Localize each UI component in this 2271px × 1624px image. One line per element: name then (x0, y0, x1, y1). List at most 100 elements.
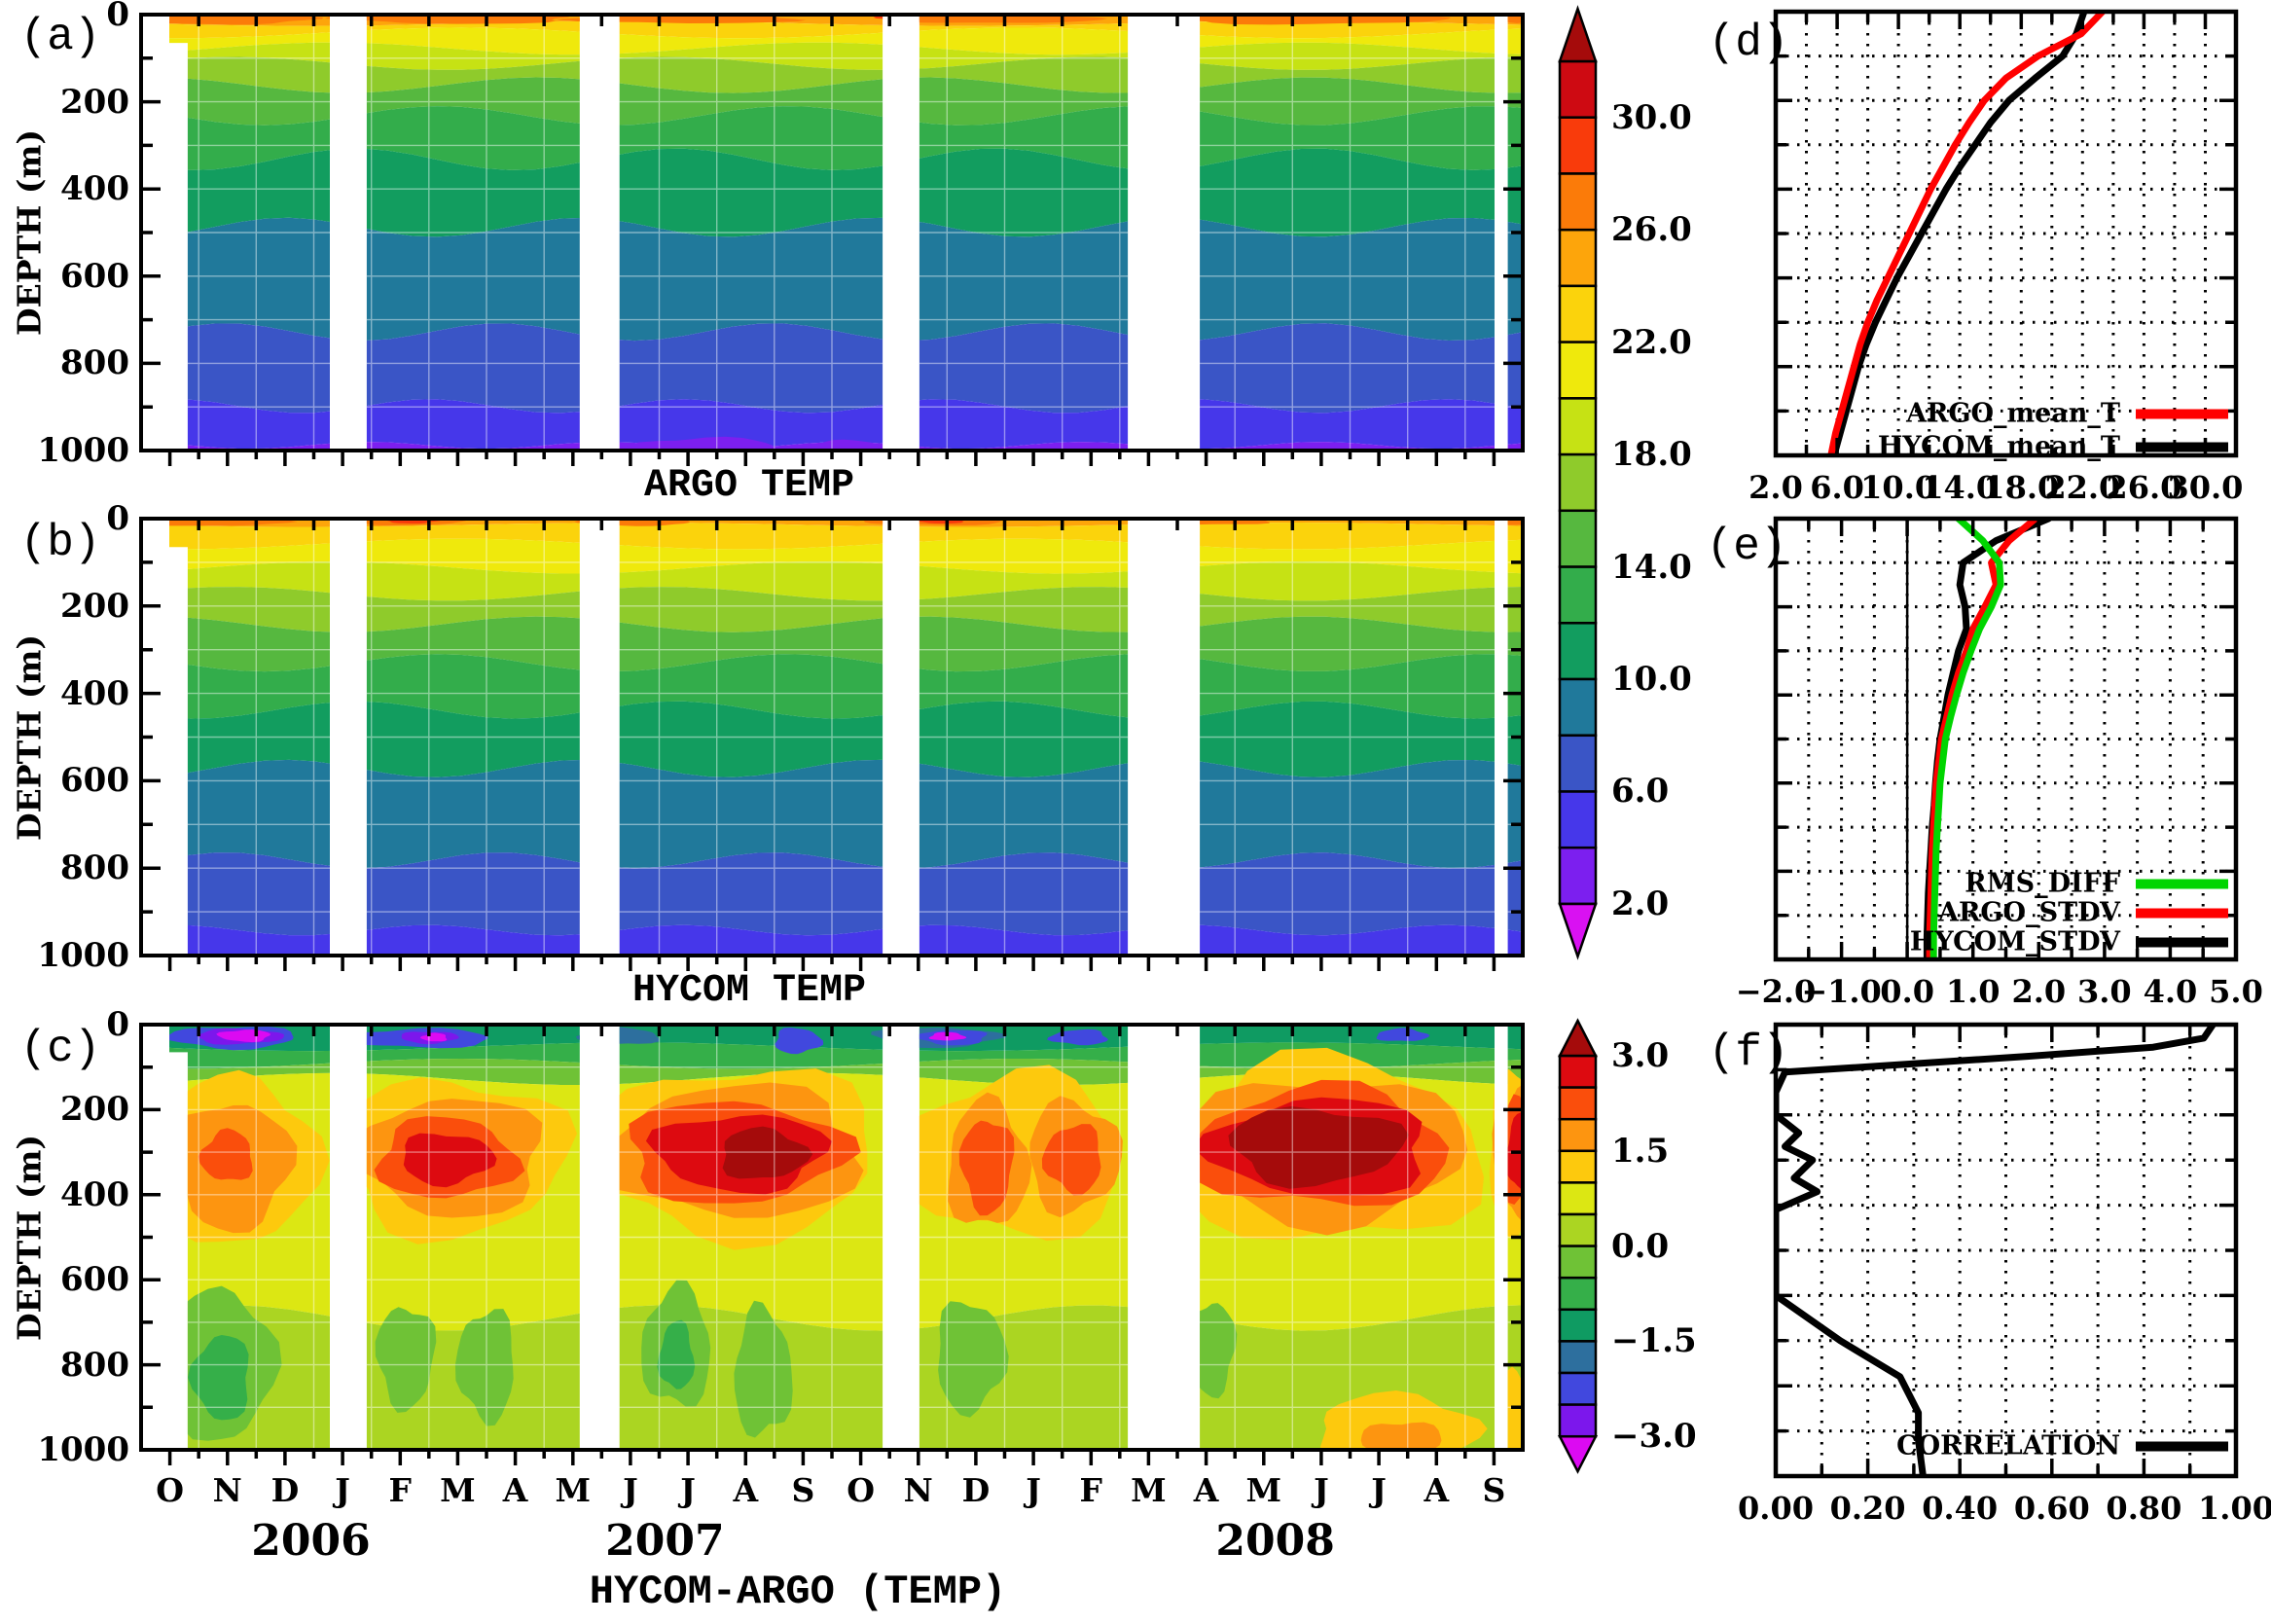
x-tick-label-f: 0.60 (2013, 1490, 2090, 1527)
month-label: O (847, 1471, 875, 1509)
legend-label: ARGO_mean_T (1906, 398, 2120, 429)
x-tick-label-d: 14.0 (1922, 469, 1999, 506)
colorbar-temperature-label: 18.0 (1611, 435, 1692, 475)
legend-line-swatch (2136, 879, 2228, 888)
depth-tick-label-a: 600 (60, 256, 129, 296)
x-tick-label-e: 4.0 (2143, 973, 2198, 1010)
month-label: S (1482, 1471, 1506, 1509)
depth-tick-label-c: 400 (60, 1174, 129, 1214)
legend-label: CORRELATION (1896, 1430, 2120, 1462)
legend-label: HYCOM_mean_T (1877, 431, 2120, 462)
panel-d-grid (1776, 12, 2236, 455)
panel-a-contours (169, 15, 1523, 451)
year-label: 2008 (1215, 1516, 1335, 1566)
depth-tick-label-b: 600 (60, 761, 129, 801)
month-label: M (1131, 1471, 1167, 1509)
x-tick-label-e: 0.0 (1880, 973, 1934, 1010)
x-tick-label-d: 22.0 (2044, 469, 2121, 506)
legend-label: HYCOM_STDV (1909, 926, 2120, 957)
legend-item-hycom-mean-t: HYCOM_mean_T (1878, 432, 2228, 462)
depth-tick-label-c: 600 (60, 1260, 129, 1300)
x-tick-label-e: 3.0 (2077, 973, 2132, 1010)
x-tick-label-d: 30.0 (2167, 469, 2244, 506)
depth-tick-label-b: 0 (106, 499, 129, 538)
depth-tick-label-c: 1000 (37, 1430, 129, 1469)
colorbar-temperature-label: 14.0 (1611, 547, 1692, 587)
depth-tick-label-b: 200 (60, 586, 129, 626)
panel-c-title: HYCOM-ARGO (TEMP) (589, 1569, 1007, 1615)
month-label: M (1245, 1471, 1282, 1509)
year-label: 2007 (605, 1516, 725, 1566)
month-label: J (1371, 1471, 1387, 1509)
month-label: A (733, 1471, 759, 1509)
curve-correlation (1776, 1025, 2217, 1476)
month-label: J (1314, 1471, 1329, 1509)
x-tick-label-d: 18.0 (1983, 469, 2060, 506)
month-label: F (388, 1471, 412, 1509)
colorbar-temperature-label: 6.0 (1611, 772, 1670, 812)
colorbar-temperature-label: 22.0 (1611, 322, 1692, 362)
month-label: A (502, 1471, 528, 1509)
legend-label: ARGO_STDV (1938, 897, 2120, 928)
month-label: J (1026, 1471, 1041, 1509)
legend-label: RMS_DIFF (1965, 868, 2120, 899)
colorbar-temperature (1558, 5, 1598, 960)
x-tick-label-e: −1.0 (1801, 973, 1882, 1010)
colorbar-temperature-label: 26.0 (1611, 210, 1692, 250)
legend-line-swatch (2136, 409, 2228, 418)
depth-tick-label-c: 800 (60, 1345, 129, 1385)
depth-tick-label-c: 0 (106, 1005, 129, 1044)
depth-tick-label-c: 200 (60, 1090, 129, 1130)
panel-f-letter: (f) (1708, 1028, 1789, 1078)
month-label: N (903, 1471, 933, 1509)
month-label: S (791, 1471, 815, 1509)
legend-line-swatch (2136, 442, 2228, 451)
month-label: M (555, 1471, 592, 1509)
legend-line-swatch (2136, 937, 2228, 947)
depth-axis-title-a: DEPTH (m) (10, 129, 49, 336)
colorbar-temperature-arrow-up-icon (1558, 5, 1598, 63)
x-tick-label-e: 2.0 (2011, 973, 2067, 1010)
panel-a-letter: (a) (19, 12, 101, 62)
month-label: D (961, 1471, 991, 1509)
month-label: N (212, 1471, 242, 1509)
panel-a-ticks (141, 15, 1523, 466)
colorbar-temperature-label: 2.0 (1611, 884, 1670, 923)
colorbar-difference-label: −3.0 (1611, 1417, 1697, 1457)
legend-item-argo-stdv: ARGO_STDV (1938, 898, 2228, 928)
month-label: F (1079, 1471, 1102, 1509)
curve-rms_diff (1929, 519, 2004, 959)
colorbar-temperature-arrow-down-icon (1558, 902, 1598, 960)
panel-e-letter: (e) (1706, 522, 1787, 572)
colorbar-difference-arrow-up-icon (1557, 1018, 1599, 1058)
panel-b-contours (169, 519, 1523, 956)
x-tick-label-f: 0.40 (1922, 1490, 1999, 1527)
colorbar-temperature-label: 30.0 (1611, 97, 1692, 137)
panel-e-grid (1776, 519, 2236, 959)
x-tick-label-f: 1.00 (2198, 1490, 2271, 1527)
depth-tick-label-a: 200 (60, 82, 129, 122)
depth-axis-title-b: DEPTH (m) (10, 634, 49, 841)
x-tick-label-f: 0.00 (1738, 1490, 1814, 1527)
depth-tick-label-a: 0 (106, 0, 129, 34)
x-tick-label-f: 0.80 (2106, 1490, 2182, 1527)
colorbar-difference (1557, 1018, 1599, 1474)
curve-argo_stdv (1926, 519, 2039, 959)
colorbar-difference-label: 3.0 (1611, 1036, 1670, 1075)
legend-item-correlation: CORRELATION (1896, 1431, 2228, 1462)
legend-item-hycom-stdv: HYCOM_STDV (1910, 927, 2228, 957)
panel-b-ticks (141, 519, 1523, 971)
panel-f-grid (1776, 1025, 2236, 1476)
depth-tick-label-b: 400 (60, 673, 129, 713)
panel-d-ticks (1774, 12, 2238, 455)
panel-f-ticks (1774, 1025, 2238, 1476)
colorbar-difference-label: −1.5 (1611, 1321, 1697, 1361)
x-tick-label-d: 26.0 (2106, 469, 2182, 506)
x-tick-label-e: 5.0 (2209, 973, 2263, 1010)
month-label: M (440, 1471, 476, 1509)
curve-hycom_mean_t (1830, 12, 2088, 455)
depth-axis-title-c: DEPTH (m) (10, 1135, 49, 1341)
colorbar-difference-label: 0.0 (1611, 1226, 1670, 1266)
